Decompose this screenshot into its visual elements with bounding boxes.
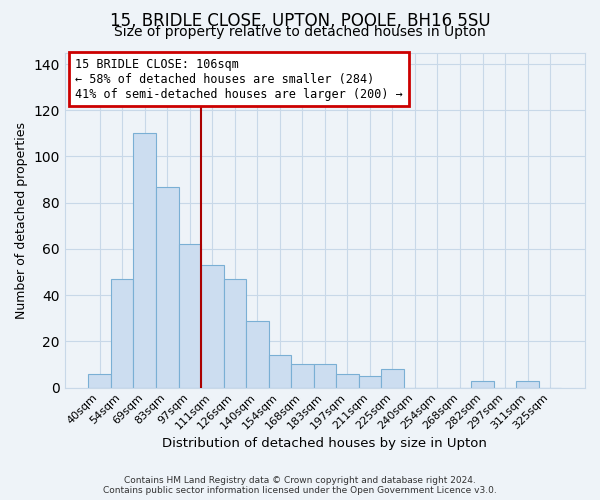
Text: 15 BRIDLE CLOSE: 106sqm
← 58% of detached houses are smaller (284)
41% of semi-d: 15 BRIDLE CLOSE: 106sqm ← 58% of detache…: [75, 58, 403, 100]
Bar: [291, 364, 314, 388]
Bar: [336, 374, 359, 388]
Bar: [133, 134, 156, 388]
Bar: [179, 244, 201, 388]
Bar: [517, 380, 539, 388]
Bar: [471, 380, 494, 388]
Text: 15, BRIDLE CLOSE, UPTON, POOLE, BH16 5SU: 15, BRIDLE CLOSE, UPTON, POOLE, BH16 5SU: [110, 12, 490, 30]
Text: Size of property relative to detached houses in Upton: Size of property relative to detached ho…: [114, 25, 486, 39]
Bar: [269, 355, 291, 388]
Bar: [156, 186, 179, 388]
Y-axis label: Number of detached properties: Number of detached properties: [15, 122, 28, 318]
Bar: [246, 320, 269, 388]
Bar: [359, 376, 381, 388]
Bar: [314, 364, 336, 388]
X-axis label: Distribution of detached houses by size in Upton: Distribution of detached houses by size …: [163, 437, 487, 450]
Text: Contains public sector information licensed under the Open Government Licence v3: Contains public sector information licen…: [103, 486, 497, 495]
Bar: [111, 279, 133, 388]
Bar: [201, 265, 224, 388]
Bar: [88, 374, 111, 388]
Bar: [381, 369, 404, 388]
Bar: [224, 279, 246, 388]
Text: Contains HM Land Registry data © Crown copyright and database right 2024.: Contains HM Land Registry data © Crown c…: [124, 476, 476, 485]
